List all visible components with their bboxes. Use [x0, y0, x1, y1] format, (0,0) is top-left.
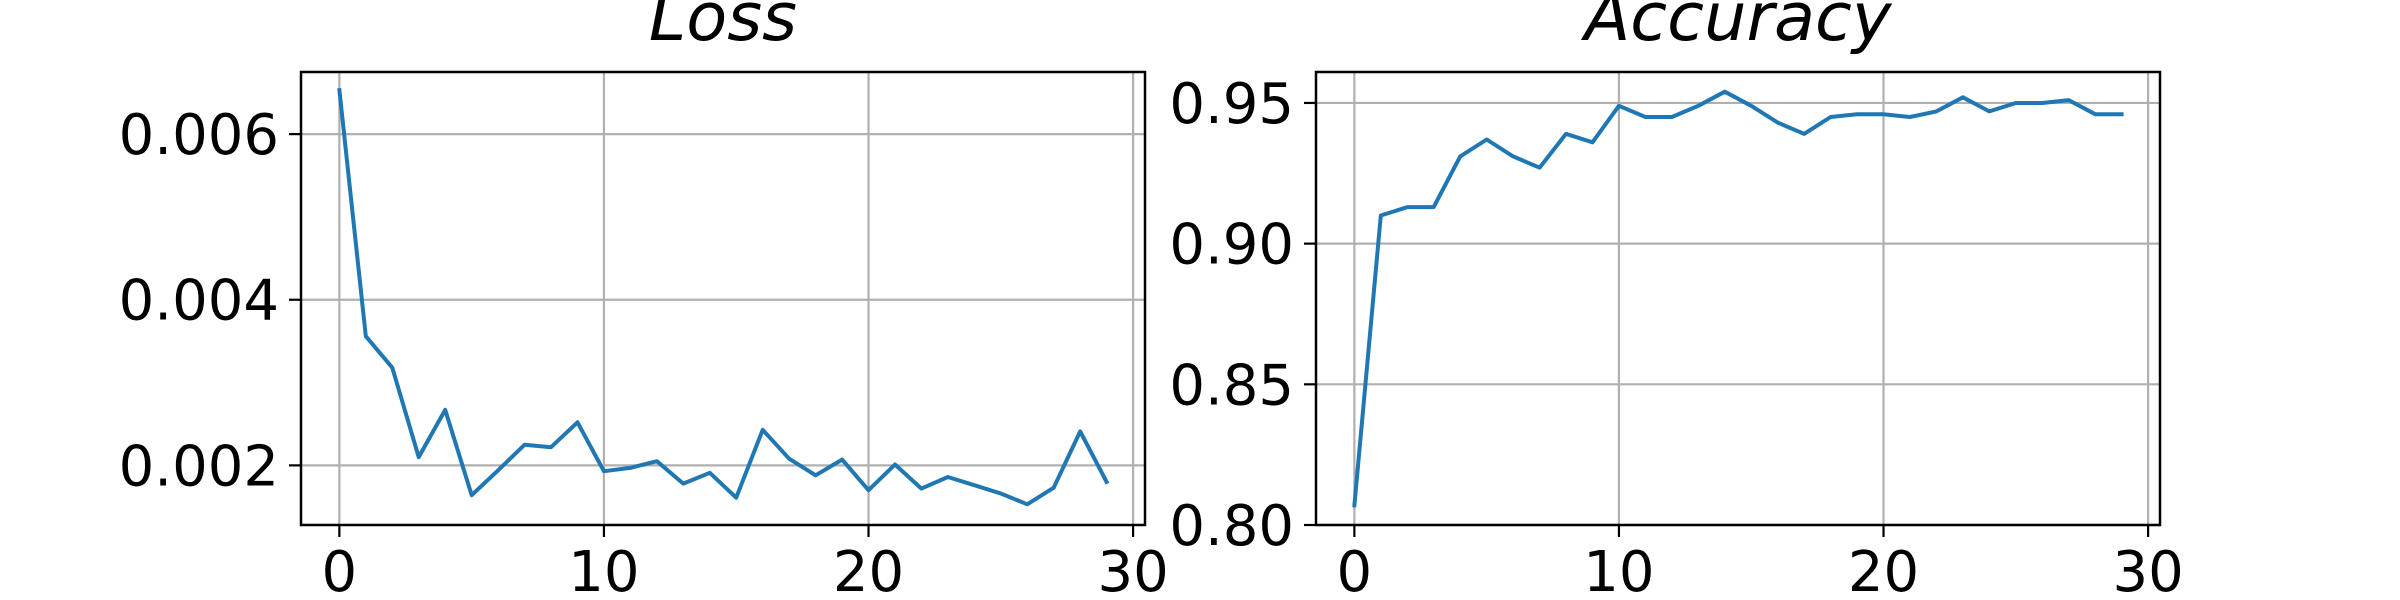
loss-panel: 0 10 20 30 0.002 0.004 0.006 Loss — [119, 0, 1169, 600]
accuracy-ticks: 0 10 20 30 0.80 0.85 0.90 0.95 — [1169, 72, 2183, 600]
loss-line-layer — [337, 87, 1110, 507]
accuracy-line-layer — [1352, 89, 2124, 508]
accuracy-y-tick-label: 0.80 — [1169, 494, 1294, 559]
loss-series-line — [337, 87, 1110, 507]
accuracy-x-tick-label: 20 — [1848, 540, 1919, 600]
accuracy-title: Accuracy — [1580, 0, 1892, 56]
accuracy-axes-frame — [1314, 70, 2162, 527]
loss-y-tick-label: 0.006 — [119, 103, 279, 168]
accuracy-y-tick-label: 0.85 — [1169, 353, 1294, 418]
loss-y-tick-label: 0.002 — [119, 434, 279, 499]
accuracy-y-tick-label: 0.90 — [1169, 213, 1294, 278]
loss-axes-frame — [299, 70, 1147, 527]
loss-title: Loss — [649, 0, 797, 56]
loss-y-tick-label: 0.004 — [119, 269, 279, 334]
accuracy-y-tick-label: 0.95 — [1169, 72, 1294, 137]
accuracy-x-tick-label: 0 — [1337, 540, 1373, 600]
loss-x-tick-label: 30 — [1097, 540, 1168, 600]
loss-ticks: 0 10 20 30 0.002 0.004 0.006 — [119, 103, 1169, 600]
accuracy-panel: 0 10 20 30 0.80 0.85 0.90 0.95 Accuracy — [1169, 0, 2183, 600]
loss-x-tick-label: 10 — [568, 540, 639, 600]
loss-grid — [301, 72, 1145, 525]
accuracy-series-line — [1352, 89, 2124, 508]
loss-x-tick-label: 0 — [322, 540, 358, 600]
accuracy-x-tick-label: 30 — [2112, 540, 2183, 600]
loss-x-tick-label: 20 — [833, 540, 904, 600]
accuracy-x-tick-label: 10 — [1583, 540, 1654, 600]
